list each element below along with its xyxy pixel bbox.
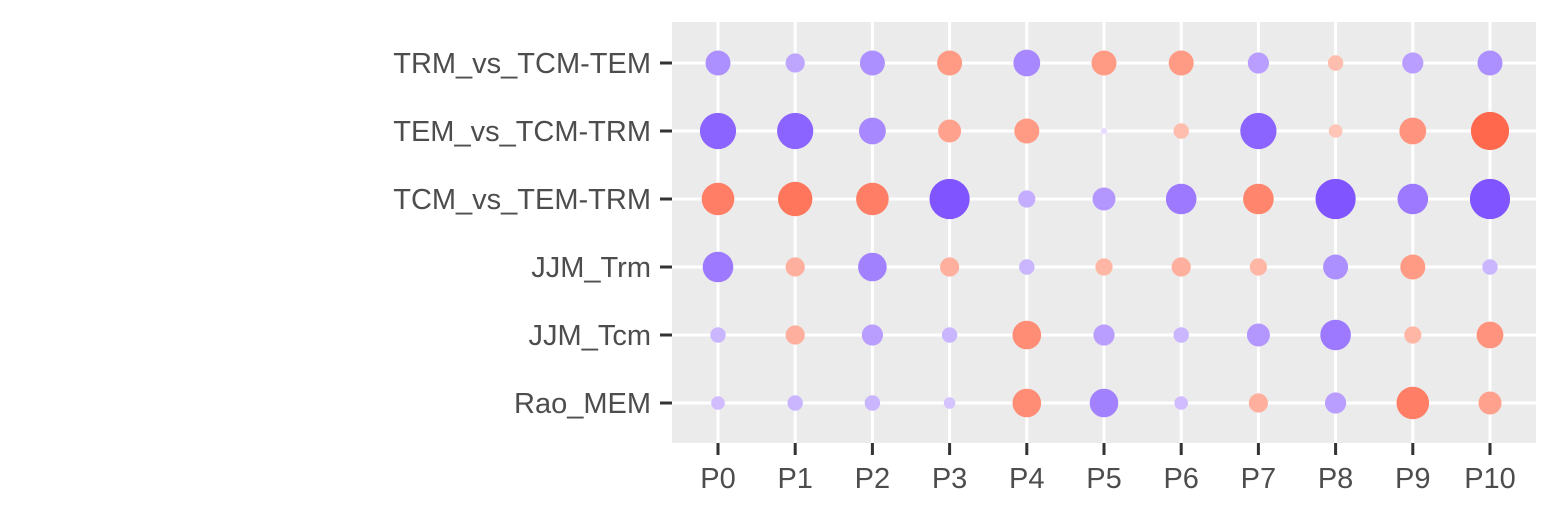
data-point [1014,118,1040,144]
data-point [1404,326,1422,344]
x-tick-label: P10 [1464,463,1516,495]
data-point [1173,327,1189,343]
data-point [1240,112,1277,150]
data-point [1092,187,1116,211]
data-point [1315,178,1356,220]
y-tick-label: JJM_Trm [531,252,651,284]
data-point [1012,320,1042,350]
x-tick-label: P8 [1318,463,1353,495]
data-point [1477,50,1503,76]
x-tick-label: P2 [855,463,890,495]
data-point [861,324,884,346]
data-point [858,252,887,282]
data-point [1095,258,1113,276]
data-point [785,53,805,73]
data-point [710,327,726,343]
x-tick-label: P9 [1395,463,1430,495]
y-tick-label: Rao_MEM [514,388,651,420]
data-point [1012,388,1042,418]
x-tick-label: P5 [1086,463,1121,495]
data-point [937,50,963,76]
x-axis: P0 P1 P2 P3 P4 P5 P6 P7 P8 P9 P10 [700,443,1516,495]
data-point [1402,52,1424,74]
data-point [1476,321,1504,349]
data-point [699,112,737,150]
data-point [1470,111,1510,151]
x-tick-label: P4 [1009,463,1044,495]
data-point [785,257,805,277]
data-point [1399,117,1427,145]
data-point [1013,49,1041,77]
data-point [864,395,881,411]
data-point [943,397,956,409]
data-point [1328,124,1343,138]
data-point [1168,50,1194,76]
y-tick-label: JJM_Tcm [529,320,651,352]
data-point [1325,392,1347,414]
x-tick-label: P7 [1241,463,1276,495]
data-point [1093,324,1115,346]
x-tick-label: P3 [932,463,967,495]
data-point [1249,258,1267,276]
x-tick-label: P6 [1163,463,1198,495]
data-point [1327,55,1344,71]
data-point [1396,386,1430,420]
data-point [705,50,731,76]
data-point [1246,323,1270,347]
data-point [785,325,805,345]
data-point [1243,183,1274,215]
data-point [778,181,813,217]
y-tick-label: TRM_vs_TCM-TEM [393,48,651,80]
data-point [1247,52,1269,74]
data-point [1171,257,1191,277]
data-point [856,182,889,216]
y-tick-label: TEM_vs_TCM-TRM [393,116,651,148]
data-point [1101,128,1107,134]
data-point [1165,183,1197,215]
data-point [1397,183,1429,215]
data-point [1478,391,1502,415]
x-tick-label: P0 [700,463,735,495]
y-tick-label: TCM_vs_TEM-TRM [393,184,651,216]
data-point [1320,319,1351,351]
data-point [1019,259,1035,275]
y-axis: TRM_vs_TCM-TEM TEM_vs_TCM-TRM TCM_vs_TEM-T… [393,48,672,420]
data-point [1089,388,1119,418]
data-point [1174,396,1188,410]
data-point [1323,254,1349,280]
data-point [941,327,958,343]
data-point [711,396,725,410]
data-point [1469,178,1511,220]
data-point [1091,50,1117,76]
data-point [929,178,970,220]
data-point [1173,123,1189,139]
data-point [1400,254,1426,280]
data-point [777,112,814,150]
data-point [859,117,886,145]
data-point [940,257,960,277]
data-point [1018,190,1036,208]
data-points [699,49,1511,420]
data-point [1248,393,1268,413]
data-point [787,395,803,411]
data-point [859,50,885,76]
data-point [938,119,962,143]
data-point [701,182,735,216]
data-point [702,251,734,283]
data-point [1482,259,1498,275]
x-tick-label: P1 [777,463,812,495]
